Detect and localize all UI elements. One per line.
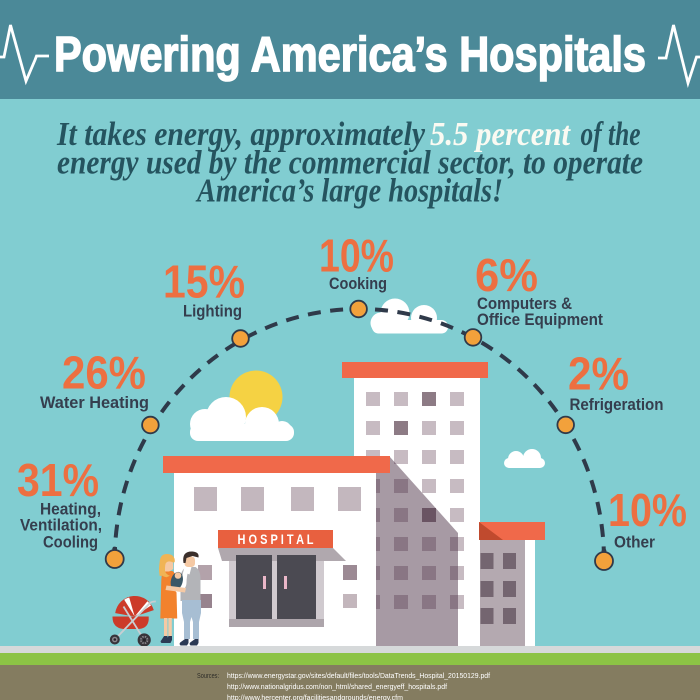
- svg-text:15%: 15%: [163, 256, 245, 308]
- svg-text:It takes energy, approximately: It takes energy, approximately: [56, 116, 425, 153]
- svg-text:Powering America’s Hospitals: Powering America’s Hospitals: [54, 28, 646, 82]
- svg-text:5.5 percent: 5.5 percent: [430, 116, 572, 153]
- svg-text:Heating,: Heating,: [40, 500, 101, 519]
- svg-text:Ventilation,: Ventilation,: [20, 516, 102, 535]
- svg-text:Refrigeration: Refrigeration: [570, 395, 664, 414]
- svg-text:America’s large hospitals!: America’s large hospitals!: [195, 173, 503, 210]
- svg-text:2%: 2%: [568, 348, 629, 400]
- svg-text:http://www.hercenter.org/facil: http://www.hercenter.org/facilitiesandgr…: [227, 695, 403, 700]
- svg-text:Cooking: Cooking: [329, 274, 387, 293]
- svg-text:Office Equipment: Office Equipment: [477, 310, 603, 329]
- svg-text:Lighting: Lighting: [183, 302, 242, 321]
- svg-text:26%: 26%: [62, 347, 146, 399]
- svg-text:31%: 31%: [17, 454, 99, 506]
- svg-text:Computers &: Computers &: [477, 294, 572, 313]
- svg-text:energy used by the commercial: energy used by the commercial sector, to…: [57, 145, 643, 182]
- svg-text:10%: 10%: [608, 484, 687, 536]
- svg-text:6%: 6%: [475, 249, 538, 301]
- svg-text:Cooling: Cooling: [43, 533, 98, 552]
- svg-text:Other: Other: [614, 533, 655, 552]
- svg-text:Water Heating: Water Heating: [40, 393, 149, 412]
- svg-text:10%: 10%: [319, 230, 394, 282]
- svg-text:http://www.nationalgridus.com/: http://www.nationalgridus.com/non_html/s…: [227, 684, 447, 691]
- svg-text:https://www.energystar.gov/sit: https://www.energystar.gov/sites/default…: [227, 673, 490, 680]
- svg-text:H O S P I T A L: H O S P I T A L: [238, 531, 314, 547]
- svg-text:Sources:: Sources:: [197, 673, 219, 680]
- svg-text:of the: of the: [581, 116, 641, 153]
